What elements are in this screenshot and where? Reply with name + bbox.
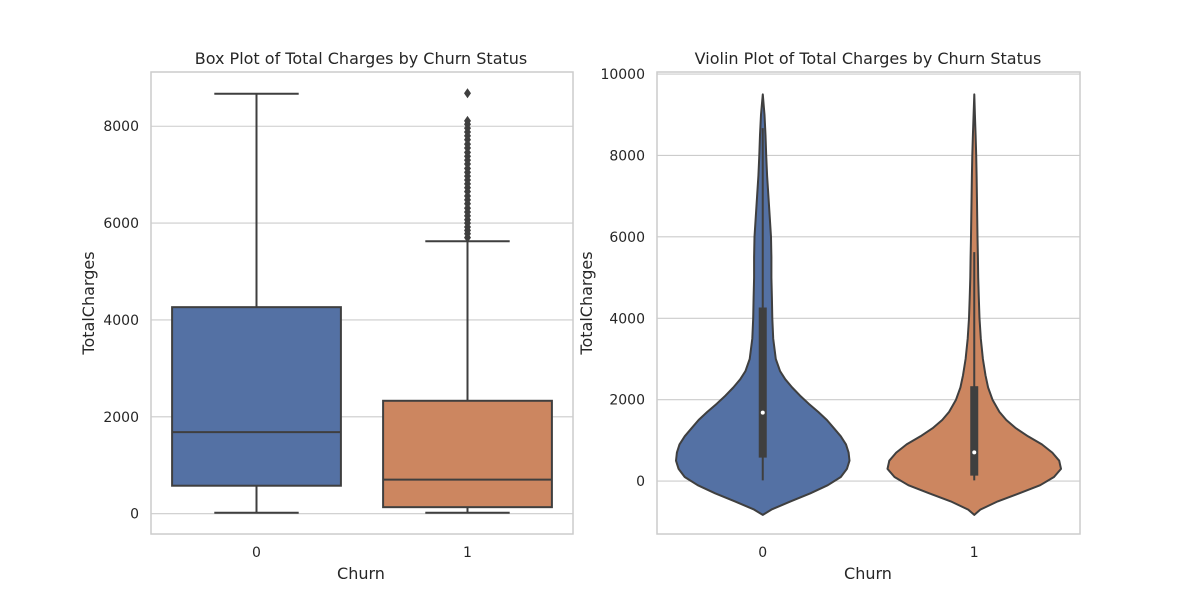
box-0 [171,306,342,487]
box-plot-frame [150,71,574,535]
violin-plot-ytick-label: 10000 [600,67,645,83]
box-plot-panel: Box Plot of Total Charges by Churn Statu… [79,49,574,583]
box-plot-ytick-label: 2000 [103,410,139,426]
box-plot-ylabel: TotalCharges [79,251,98,355]
violin-median-dot [972,450,977,455]
violin-plot-xlabel: Churn [844,564,892,583]
box-plot-xtick-label: 0 [252,545,261,561]
box-plot-title: Box Plot of Total Charges by Churn Statu… [195,49,528,68]
violin-plot-ytick-label: 6000 [609,230,645,246]
outlier-point [464,88,471,99]
violin-plot-ylabel: TotalCharges [577,251,596,355]
box-plot-xtick-label: 1 [463,545,472,561]
violin-plot-ytick-label: 8000 [609,148,645,164]
violin-plot-xtick-label: 0 [758,545,767,561]
box-plot-xlabel: Churn [337,564,385,583]
violin-plot-panel: Violin Plot of Total Charges by Churn St… [577,49,1081,583]
box-plot-ytick-label: 0 [130,507,139,523]
violin-plot-title: Violin Plot of Total Charges by Churn St… [695,49,1042,68]
violin-plot-frame [656,71,1081,535]
box-plot-ytick-label: 8000 [103,119,139,135]
box-plot-ytick-label: 4000 [103,313,139,329]
outlier-point [464,115,471,126]
box-plot-ytick-label: 6000 [103,216,139,232]
box-1 [382,399,553,509]
violin-iqr-box [970,386,979,476]
violin-median-dot [760,410,765,415]
violin-plot-ytick-label: 4000 [609,311,645,327]
violin-iqr-box [758,307,767,458]
violin-plot-ytick-label: 0 [636,474,645,490]
violin-plot-ytick-label: 2000 [609,393,645,409]
violin-plot-xtick-label: 1 [970,545,979,561]
